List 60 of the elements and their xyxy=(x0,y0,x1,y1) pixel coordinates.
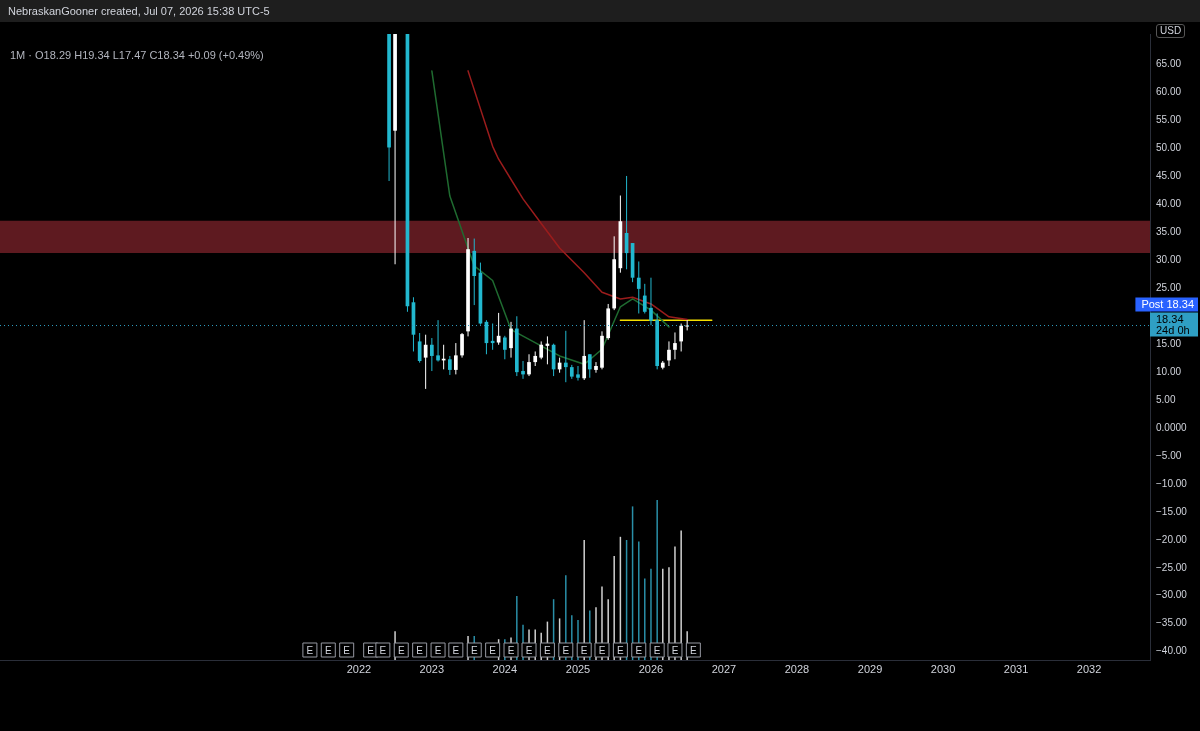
y-tick-label: 5.00 xyxy=(1156,393,1176,405)
annotation: E xyxy=(525,644,533,656)
annotation: E xyxy=(653,644,661,656)
x-tick-label: 2027 xyxy=(711,662,737,675)
y-tick-label: 50.00 xyxy=(1156,142,1182,154)
y-tick-label: −30.00 xyxy=(1156,589,1188,601)
x-tick-label: 2026 xyxy=(638,662,664,675)
y-axis-title: USD xyxy=(1156,24,1186,38)
annotation: E xyxy=(367,644,375,656)
x-tick-label: 2029 xyxy=(857,662,883,675)
chart-title: NebraskanGooner created, Jul 07, 2026 15:38 UTC-5 xyxy=(0,0,1200,22)
text: 1M · O18.29 H19.34 L17.47 C18.34 +0.09 (+0.49%) xyxy=(10,49,264,61)
y-tick-label: 25.00 xyxy=(1156,282,1182,294)
annotation: Post 18.34 xyxy=(1141,297,1194,310)
y-tick-label: −40.00 xyxy=(1156,645,1188,657)
annotation: E xyxy=(379,644,387,656)
y-tick-label: 60.00 xyxy=(1156,86,1182,98)
annotation: E xyxy=(690,644,698,656)
y-tick-label: 55.00 xyxy=(1156,114,1182,126)
annotation: E xyxy=(397,644,405,656)
annotation: E xyxy=(470,644,478,656)
annotation: E xyxy=(306,644,314,656)
annotation: E xyxy=(671,644,679,656)
annotation: E xyxy=(489,644,497,656)
annotation: E xyxy=(416,644,424,656)
ref-line-label: 18.34 xyxy=(1156,312,1184,325)
y-tick-label: −35.00 xyxy=(1156,617,1188,629)
annotation: E xyxy=(598,644,606,656)
y-tick-label: 0.0000 xyxy=(1156,421,1188,433)
y-tick-label: −5.00 xyxy=(1156,449,1182,461)
annotation: E xyxy=(452,644,460,656)
y-tick-label: 15.00 xyxy=(1156,337,1182,349)
y-tick-label: −15.00 xyxy=(1156,505,1188,517)
y-tick-label: −20.00 xyxy=(1156,533,1188,545)
x-tick-label: 2025 xyxy=(565,662,591,675)
y-tick-label: −10.00 xyxy=(1156,477,1188,489)
y-tick-label: 35.00 xyxy=(1156,226,1182,238)
x-tick-label: 2024 xyxy=(492,662,518,675)
annotation: E xyxy=(343,644,351,656)
y-tick-label: 40.00 xyxy=(1156,198,1182,210)
annotation: E xyxy=(507,644,515,656)
annotation: E xyxy=(580,644,588,656)
y-tick-label: 30.00 xyxy=(1156,254,1182,266)
x-tick-label: 2023 xyxy=(419,662,445,675)
x-tick-label: 2022 xyxy=(346,662,372,675)
x-tick-label: 2030 xyxy=(930,662,956,675)
x-tick-label: 2032 xyxy=(1076,662,1102,675)
annotation: E xyxy=(635,644,643,656)
annotation: E xyxy=(324,644,332,656)
y-tick-label: 10.00 xyxy=(1156,365,1182,377)
annotation: E xyxy=(434,644,442,656)
text: 24d 0h xyxy=(1156,323,1190,336)
x-tick-label: 2031 xyxy=(1003,662,1029,675)
annotation: E xyxy=(544,644,552,656)
y-tick-label: 45.00 xyxy=(1156,170,1182,182)
y-tick-label: 65.00 xyxy=(1156,58,1182,70)
annotation: E xyxy=(562,644,570,656)
x-tick-label: 2028 xyxy=(784,662,810,675)
annotation: E xyxy=(617,644,625,656)
y-tick-label: −25.00 xyxy=(1156,561,1188,573)
